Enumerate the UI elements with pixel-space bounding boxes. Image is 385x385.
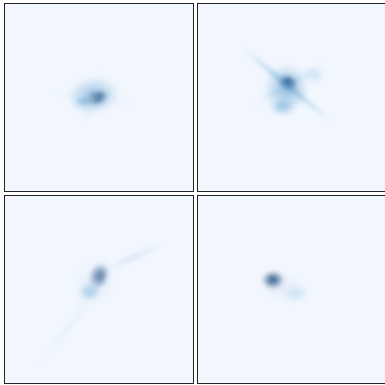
heatmap-blob: [269, 97, 296, 117]
heatmap-panel-top-left: [4, 3, 194, 192]
heatmap-streak: [80, 66, 106, 129]
heatmap-streak: [98, 241, 167, 274]
heatmap-streak: [71, 253, 112, 319]
heatmap-blob: [258, 270, 308, 305]
heatmap-panel-bottom-left: [4, 195, 194, 384]
heatmap-plot: [198, 196, 385, 383]
heatmap-plot: [5, 196, 193, 383]
heatmap-panel-top-right: [197, 3, 385, 192]
heatmap-panel-bottom-right: [197, 195, 385, 384]
heatmap-streak: [251, 63, 325, 106]
heatmap-plot: [5, 4, 193, 191]
heatmap-streak: [32, 283, 106, 371]
heatmap-plot: [198, 4, 385, 191]
